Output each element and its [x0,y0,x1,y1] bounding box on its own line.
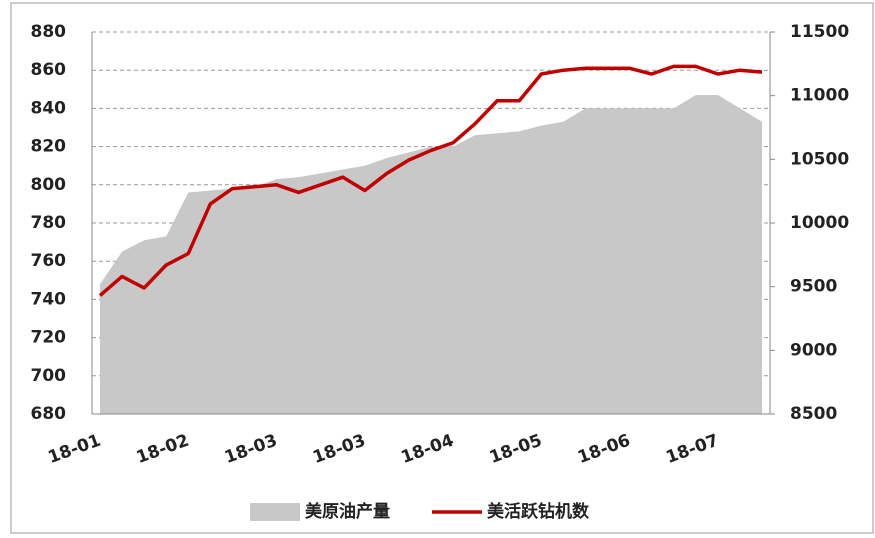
y-tick-label: 760 [31,251,67,271]
y-tick-label: 700 [31,366,67,386]
y-tick-label: 680 [31,404,67,424]
legend-label: 美原油产量 [305,501,390,522]
y2-tick-label: 10500 [790,149,849,169]
legend-label: 美活跃钻机数 [487,501,590,522]
y-tick-label: 720 [31,328,67,348]
y-tick-label: 840 [31,98,67,118]
y2-tick-label: 11500 [790,22,849,42]
y2-tick-label: 10000 [790,213,849,233]
y-tick-label: 800 [31,175,67,195]
y2-tick-label: 9500 [790,277,837,297]
area [100,95,762,414]
y2-tick-label: 8500 [790,404,837,424]
y-tick-label: 820 [31,137,67,157]
legend-swatch [250,503,300,521]
line [98,64,763,297]
y2-tick-label: 9000 [790,340,837,360]
y-tick-label: 860 [31,60,67,80]
y2-tick-label: 11000 [790,86,849,106]
y-tick-label: 880 [31,22,67,42]
y-tick-label: 780 [31,213,67,233]
y-tick-label: 740 [31,289,67,309]
